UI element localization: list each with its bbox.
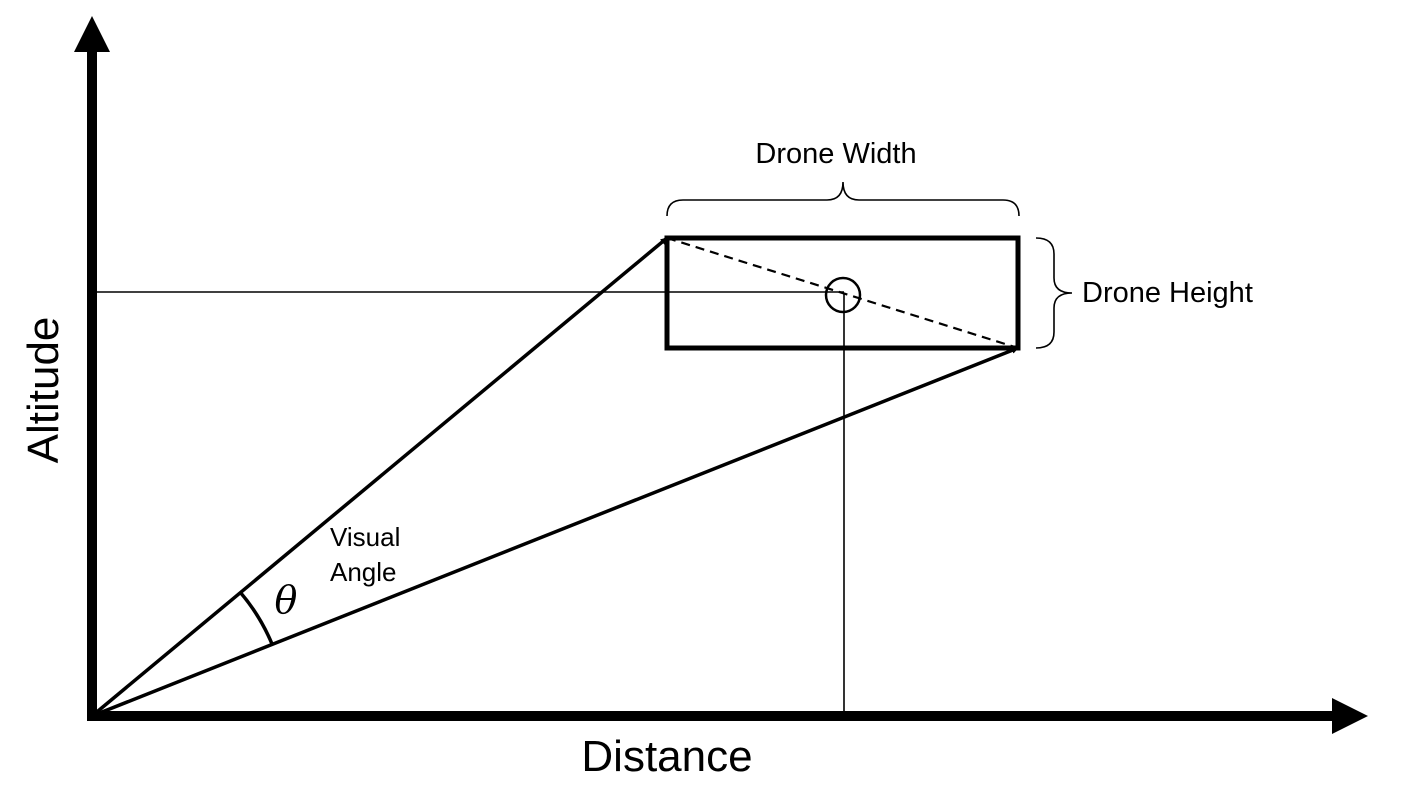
sight-line-bottom: [91, 346, 1019, 718]
drone-height-brace: [1035, 237, 1073, 349]
drone-center: [824, 276, 862, 314]
theta-symbol: θ: [275, 578, 298, 622]
x-axis-label: Distance: [581, 732, 752, 781]
y-axis-label: Altitude: [19, 317, 68, 464]
drone-height-label: Drone Height: [1082, 277, 1253, 309]
visual-angle-label-line2: Angle: [330, 557, 397, 587]
axes: [74, 16, 1368, 734]
visual-angle-label-line1: Visual: [330, 522, 400, 552]
y-axis-arrowhead: [74, 16, 110, 52]
drone-box: [664, 235, 1021, 351]
drone-width-label: Drone Width: [755, 138, 916, 170]
visual-angle-arc: [238, 590, 274, 645]
x-axis-arrowhead: [1332, 698, 1368, 734]
drone-diagonal: [666, 236, 1019, 350]
sight-line-top: [90, 236, 669, 718]
drone-width-brace: [666, 181, 1020, 217]
